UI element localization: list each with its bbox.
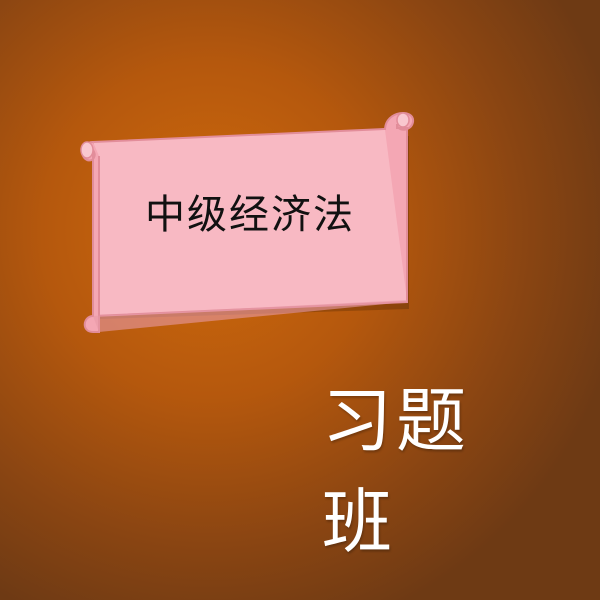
subtitle: 习题班 bbox=[322, 380, 470, 563]
banner-title: 中级经济法 bbox=[145, 192, 355, 238]
scroll-shape-icon bbox=[80, 111, 415, 333]
scroll-banner: 中级经济法 bbox=[75, 100, 420, 340]
